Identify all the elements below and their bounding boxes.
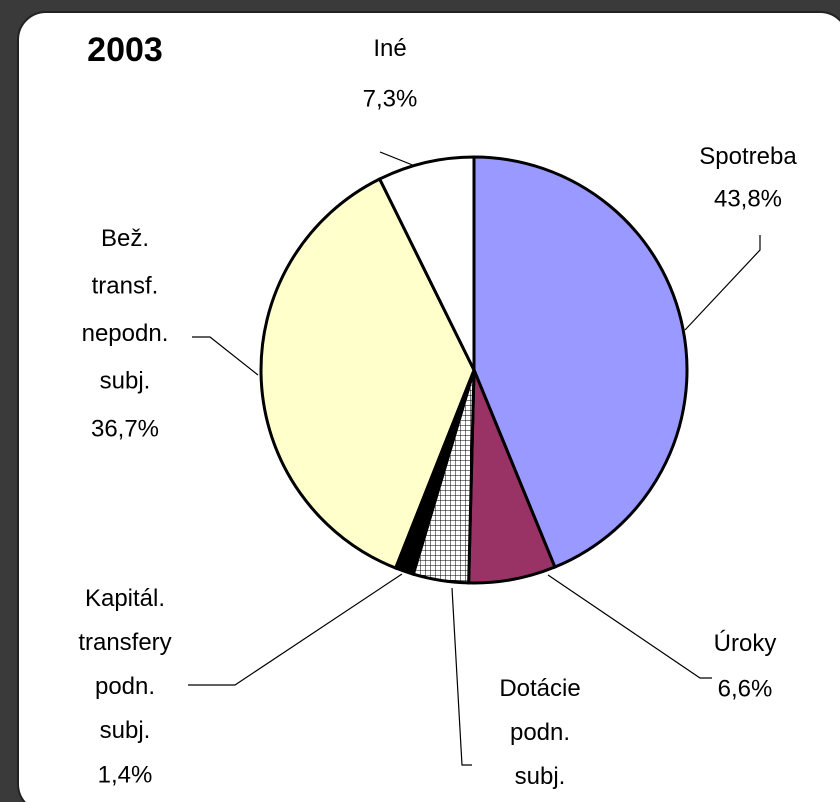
category-label: Iné bbox=[373, 35, 406, 62]
value-label: 36,7% bbox=[91, 415, 159, 442]
category-label: Kapitál. transfery podn. subj. bbox=[78, 585, 171, 744]
leader-line bbox=[547, 574, 712, 679]
value-label: 7,3% bbox=[363, 85, 418, 112]
leader-lines bbox=[188, 151, 761, 766]
leader-line bbox=[192, 336, 259, 376]
pie-slice bbox=[259, 177, 476, 570]
leader-line bbox=[684, 235, 761, 331]
value-label: 43,8% bbox=[714, 185, 782, 212]
leader-line bbox=[188, 573, 403, 686]
value-label: 1,4% bbox=[98, 761, 153, 788]
category-label: Spotreba bbox=[699, 143, 797, 170]
value-label: 6,6% bbox=[718, 675, 773, 702]
chart-title: 2003 bbox=[87, 31, 163, 69]
leader-line bbox=[451, 587, 472, 766]
category-label: Bež. transf. nepodn. subj. bbox=[82, 225, 169, 395]
pie-slice bbox=[377, 155, 476, 371]
category-label: Dotácie podn. subj. bbox=[499, 675, 580, 790]
pie-slice bbox=[472, 155, 689, 570]
category-label: Úroky bbox=[714, 630, 777, 657]
